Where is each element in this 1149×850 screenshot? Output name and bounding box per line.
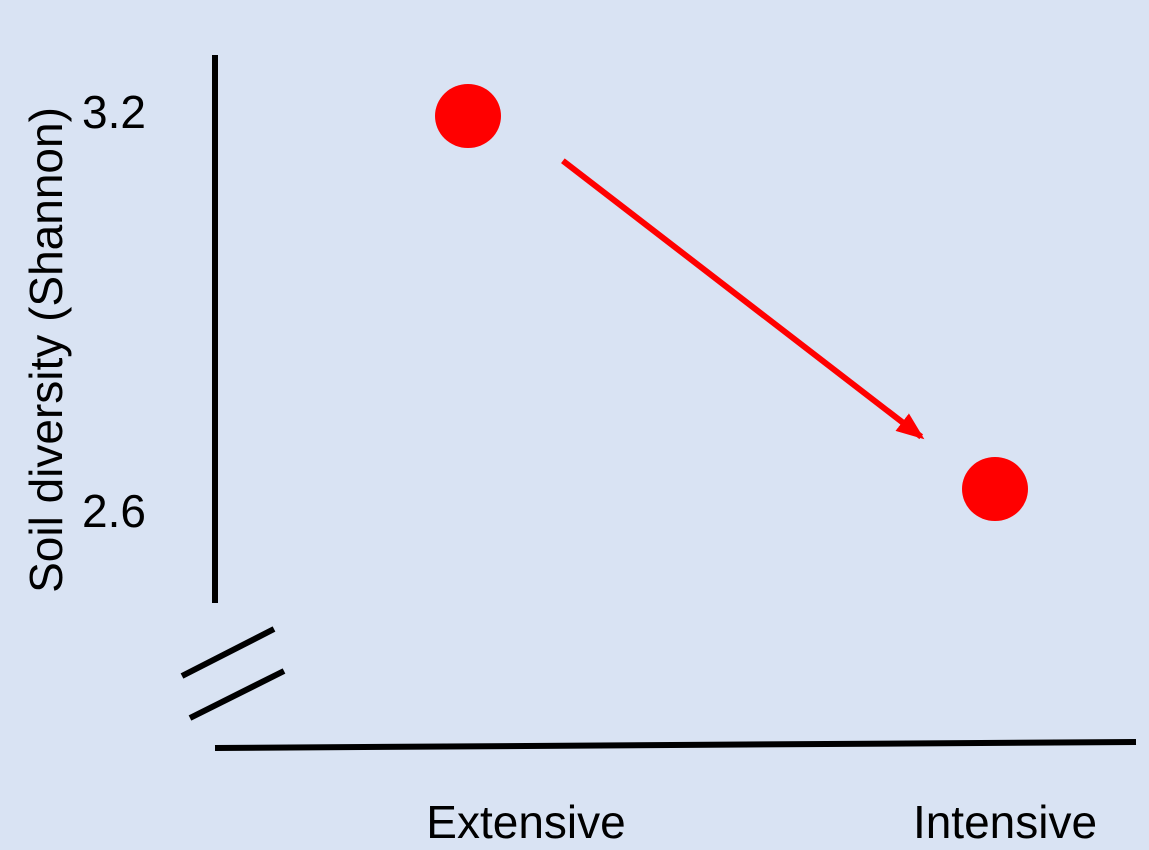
- y-tick-label-low: 2.6: [82, 485, 146, 537]
- axis-break-mark-upper: [180, 626, 276, 679]
- y-tick-label-high: 3.2: [82, 86, 146, 138]
- data-points: [435, 84, 1028, 521]
- y-axis-label: Soil diversity (Shannon): [20, 107, 72, 593]
- trend-arrow: [561, 158, 925, 440]
- x-tick-label-extensive: Extensive: [426, 796, 625, 848]
- data-point-intensive: [962, 457, 1028, 521]
- data-point-extensive: [435, 84, 501, 148]
- x-tick-label-intensive: Intensive: [913, 796, 1097, 848]
- x-axis-line: [214, 739, 1137, 751]
- axis-break-mark-lower: [188, 668, 286, 721]
